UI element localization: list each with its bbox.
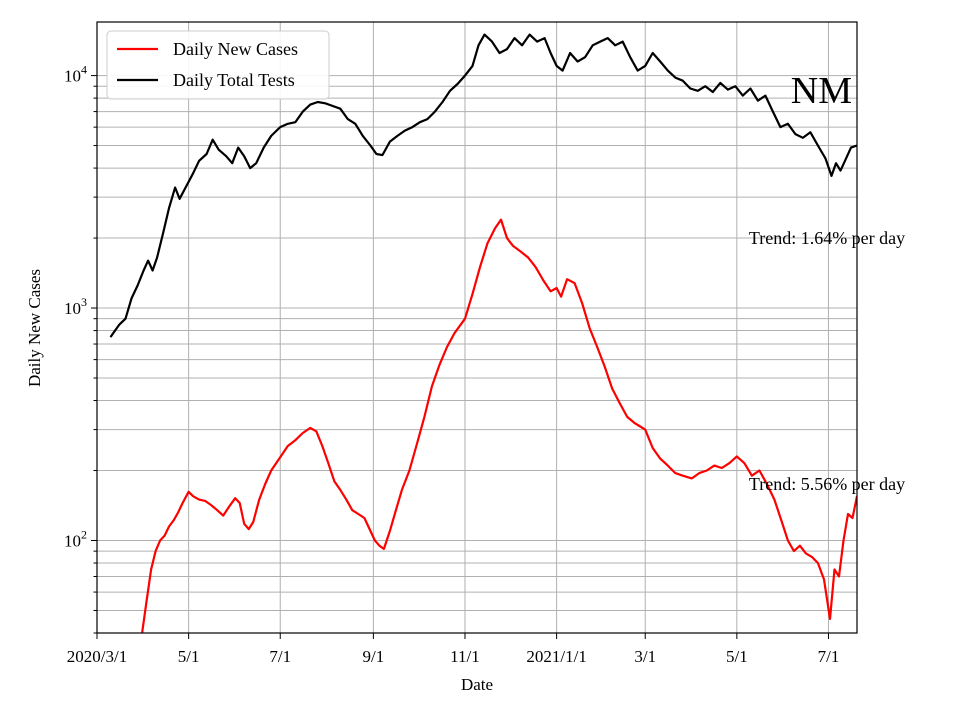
chart-grid: [97, 22, 857, 634]
trend-annotation: Trend: 1.64% per day: [749, 228, 905, 248]
legend-box: [106, 30, 330, 100]
y-axis-label: Daily New Cases: [25, 269, 44, 387]
trend-annotation: Trend: 5.56% per day: [749, 474, 905, 494]
legend-label-daily-total-tests: Daily Total Tests: [173, 70, 295, 90]
x-axis-label: Date: [461, 675, 493, 694]
legend-label-daily-new-cases: Daily New Cases: [173, 39, 298, 59]
series-layer: [109, 33, 857, 633]
trend-annotations: Trend: 1.64% per day Trend: 5.56% per day: [749, 228, 905, 494]
y-tick-label: 103: [64, 295, 87, 318]
x-tick-label: 11/1: [450, 647, 480, 666]
series-line-daily-total-tests: [109, 33, 857, 338]
x-tick-label: 3/1: [634, 647, 656, 666]
y-tick-label: 104: [64, 63, 87, 86]
y-tick-label: 102: [64, 527, 87, 550]
x-tick-label: 9/1: [362, 647, 384, 666]
y-axis-ticks: 102 103 104: [64, 63, 97, 634]
legend: Daily New Cases Daily Total Tests: [106, 30, 330, 100]
x-tick-label: 7/1: [269, 647, 291, 666]
x-axis-ticks: 2020/3/1 5/1 7/1 9/1 11/1 2021/1/1 3/1 5/1 7/1: [67, 633, 840, 666]
plot-area-frame: [96, 21, 858, 634]
x-tick-label: 2021/1/1: [526, 647, 586, 666]
x-tick-label: 5/1: [726, 647, 748, 666]
x-tick-label: 2020/3/1: [67, 647, 127, 666]
x-tick-label: 7/1: [818, 647, 840, 666]
x-tick-label: 5/1: [178, 647, 200, 666]
series-line-daily-new-cases: [141, 218, 857, 633]
state-label: NM: [791, 70, 852, 112]
